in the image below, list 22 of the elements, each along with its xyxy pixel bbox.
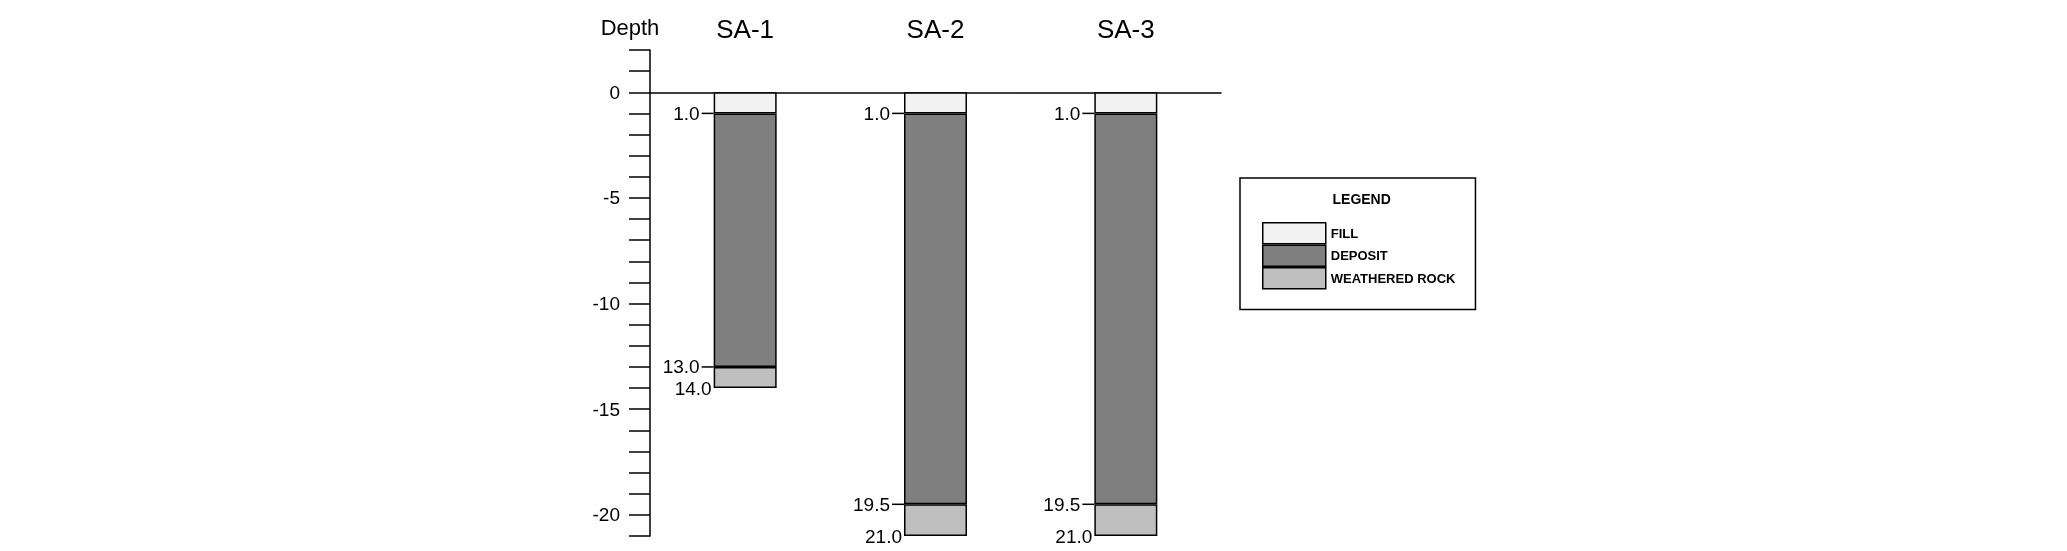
annotation: 19.5 bbox=[1043, 493, 1081, 515]
x-tick-label: SA-3 bbox=[1096, 14, 1155, 44]
legend-title: LEGEND bbox=[1332, 191, 1391, 207]
annotation: 1.0 bbox=[673, 102, 700, 124]
y-tick-label: -10 bbox=[592, 293, 620, 315]
y-tick-label: -5 bbox=[603, 187, 620, 209]
y-tick-label: -20 bbox=[592, 504, 620, 526]
legend-label: FILL bbox=[1330, 225, 1359, 241]
legend-label: DEPOSIT bbox=[1330, 248, 1388, 264]
annotation: 1.0 bbox=[1053, 102, 1081, 124]
x-tick-label: SA-1 bbox=[716, 14, 775, 44]
x-tick-label: SA-2 bbox=[906, 14, 965, 44]
y-tick-label: 0 bbox=[609, 81, 620, 103]
annotation: 21.0 bbox=[1055, 525, 1093, 547]
annotation: 19.5 bbox=[853, 493, 890, 515]
annotation: 13.0 bbox=[662, 356, 700, 378]
annotation: 1.0 bbox=[863, 102, 890, 124]
annotation: 14.0 bbox=[674, 377, 712, 399]
y-axis-title: Depth bbox=[600, 14, 660, 40]
annotation: 21.0 bbox=[865, 525, 902, 547]
y-tick-label: -15 bbox=[592, 398, 620, 420]
legend-label: WEATHERED ROCK bbox=[1330, 270, 1457, 286]
